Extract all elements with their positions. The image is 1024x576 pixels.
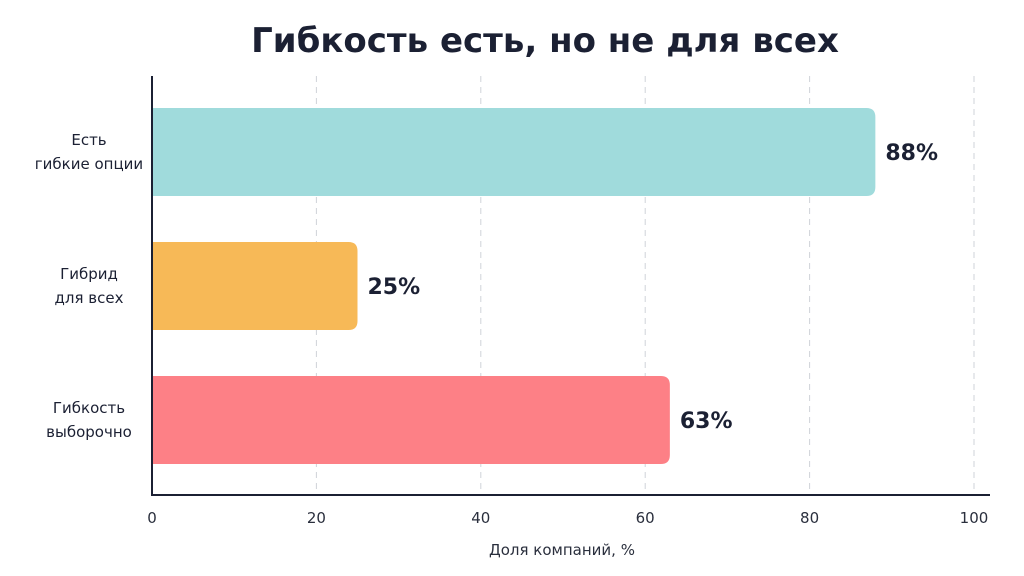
x-tick-label: 80 xyxy=(800,509,819,527)
category-label-line: Гибкость xyxy=(53,399,125,417)
axes xyxy=(151,76,990,496)
bar xyxy=(152,376,670,464)
bar-value-label: 25% xyxy=(368,275,421,300)
bar xyxy=(152,108,876,196)
category-labels: Есть гибкие опции Гибрид для всех Гибкость вы… xyxy=(35,131,143,441)
category-label-line: Гибрид xyxy=(60,265,118,283)
category-label-line: гибкие опции xyxy=(35,155,143,173)
x-tick-labels: 0 20 40 60 80 100 xyxy=(147,509,988,527)
category-label: Есть гибкие опции xyxy=(35,131,143,173)
x-tick-label: 20 xyxy=(307,509,326,527)
bar-value-label: 88% xyxy=(885,141,938,166)
x-tick-label: 40 xyxy=(471,509,490,527)
category-label-line: выборочно xyxy=(46,423,132,441)
x-tick-label: 60 xyxy=(636,509,655,527)
bar xyxy=(152,242,358,330)
chart-title: Гибкость есть, но не для всех xyxy=(251,21,839,61)
category-label: Гибрид для всех xyxy=(55,265,124,307)
bar-value-label: 63% xyxy=(680,409,733,434)
x-tick-label: 100 xyxy=(960,509,989,527)
category-label-line: Есть xyxy=(71,131,106,149)
x-tick-label: 0 xyxy=(147,509,157,527)
x-axis-title: Доля компаний, % xyxy=(489,541,635,559)
bars: 88% 25% 63% xyxy=(152,108,938,464)
category-label: Гибкость выборочно xyxy=(46,399,132,441)
category-label-line: для всех xyxy=(55,289,124,307)
